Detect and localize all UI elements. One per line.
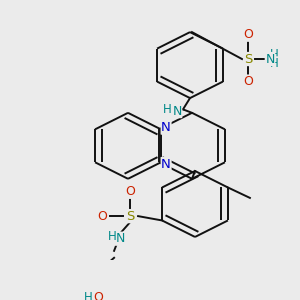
Text: S: S	[244, 52, 252, 65]
Text: H: H	[270, 57, 278, 70]
Text: O: O	[125, 185, 135, 198]
Text: N: N	[161, 121, 171, 134]
Text: H: H	[163, 103, 171, 116]
Text: H: H	[270, 48, 278, 61]
Text: O: O	[243, 75, 253, 88]
Text: N: N	[116, 232, 125, 245]
Text: H: H	[108, 230, 116, 243]
Text: O: O	[97, 210, 107, 223]
Text: N: N	[161, 158, 171, 170]
Text: O: O	[243, 28, 253, 41]
Text: N: N	[265, 52, 275, 65]
Text: N: N	[172, 105, 182, 118]
Text: H: H	[84, 291, 92, 300]
Text: S: S	[126, 210, 134, 223]
Text: O: O	[93, 291, 103, 300]
